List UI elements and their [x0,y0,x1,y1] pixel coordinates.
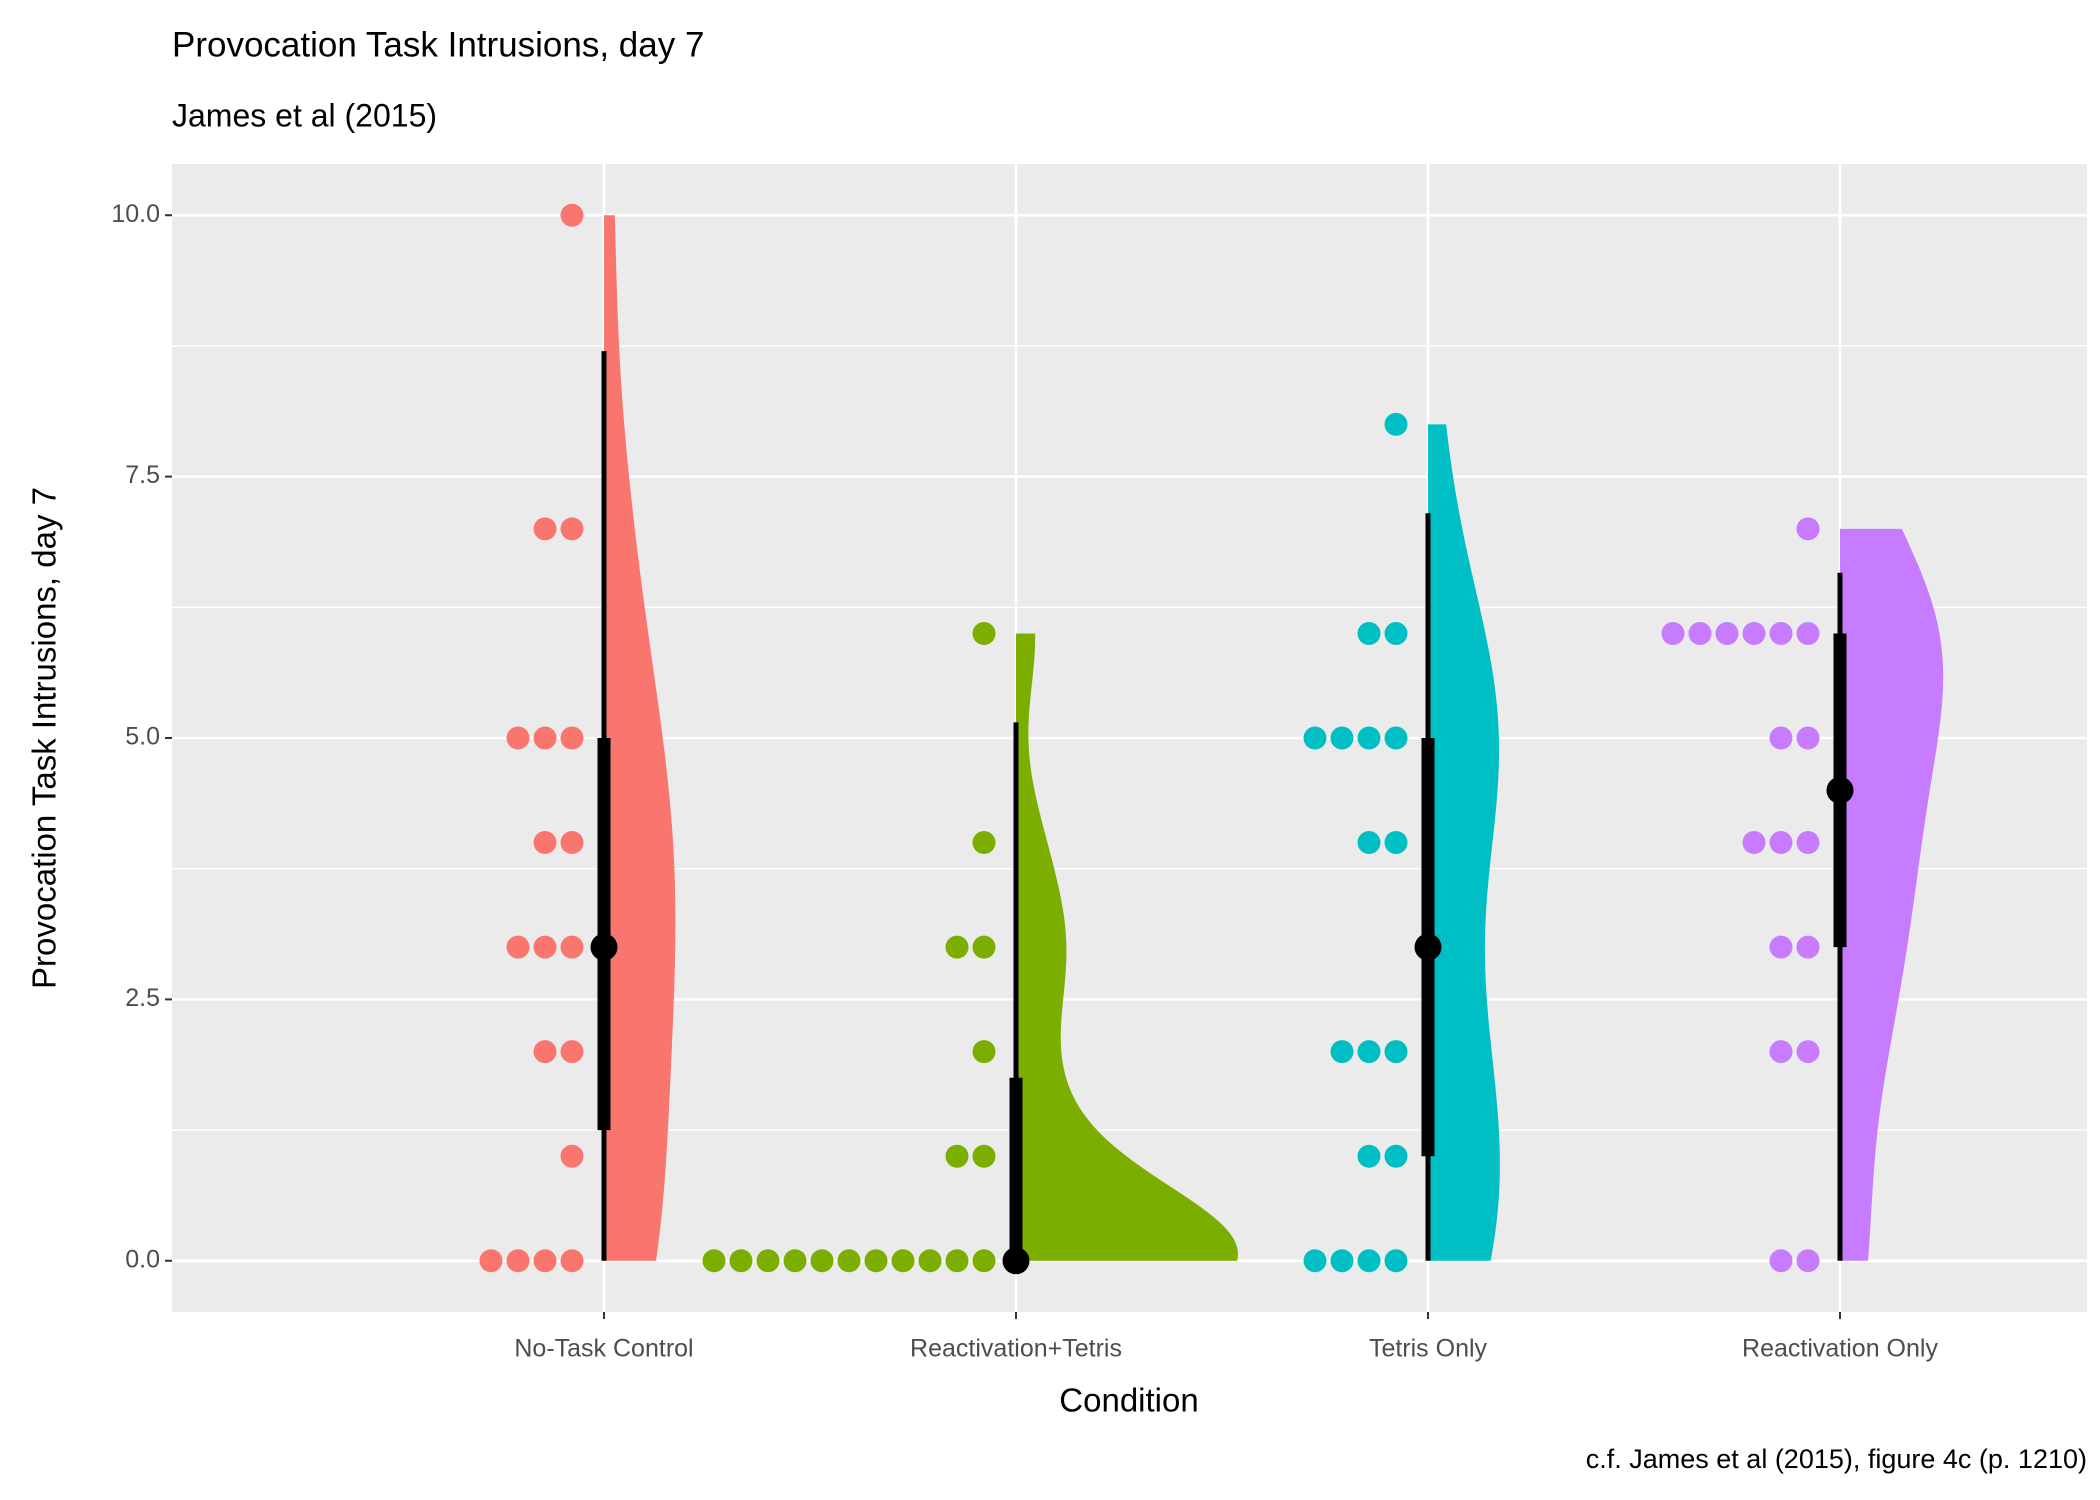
dot [756,1249,780,1273]
half-violin [604,215,676,1261]
dot [1769,1249,1793,1273]
half-violin [1428,424,1500,1261]
dot [479,1249,503,1273]
dot [972,1144,996,1168]
y-axis-title: Provocation Task Intrusions, day 7 [26,487,63,989]
dot [1384,831,1408,855]
dot [1769,726,1793,750]
dot [1384,1144,1408,1168]
dot [1688,621,1712,645]
dot [506,935,530,959]
dot [945,1249,969,1273]
dot [533,1040,557,1064]
dot [972,1249,996,1273]
dot [1384,1040,1408,1064]
x-tick-label: No-Task Control [514,1335,693,1363]
dot [864,1249,888,1273]
dot [1796,1249,1820,1273]
dot [1769,831,1793,855]
dot [560,935,584,959]
dot [1796,621,1820,645]
x-tick-label: Reactivation+Tetris [910,1335,1122,1363]
x-axis-title: Condition [1059,1382,1198,1419]
dot [1357,1144,1381,1168]
dot [1796,517,1820,541]
dot [506,1249,530,1273]
dot [1769,1040,1793,1064]
dot [837,1249,861,1273]
dot [1715,621,1739,645]
dot [1384,621,1408,645]
dot [1796,1040,1820,1064]
x-tick-label: Tetris Only [1369,1335,1488,1363]
dot [1330,726,1354,750]
y-tick-label: 5.0 [125,723,160,751]
dot [1303,726,1327,750]
dot [945,1144,969,1168]
x-tick-label: Reactivation Only [1742,1335,1938,1363]
dot [891,1249,915,1273]
dot [560,726,584,750]
dot [783,1249,807,1273]
dot [533,1249,557,1273]
half-violin [1840,528,1944,1261]
dot [1796,935,1820,959]
dot [1330,1040,1354,1064]
dot [560,517,584,541]
dot [1330,1249,1354,1273]
dot [533,726,557,750]
dot [1742,831,1766,855]
median-point [1826,776,1854,804]
dot [1357,621,1381,645]
median-point [1414,933,1442,961]
dot [533,935,557,959]
dot [1769,935,1793,959]
dot [1357,831,1381,855]
y-tick-label: 10.0 [111,200,160,228]
dot [729,1249,753,1273]
dot [1384,726,1408,750]
y-tick-label: 2.5 [125,984,160,1012]
dot [1357,726,1381,750]
median-point [1002,1247,1030,1275]
dot [972,621,996,645]
dot [972,831,996,855]
dot [1796,726,1820,750]
dot [560,831,584,855]
dot [1384,412,1408,436]
dot [1796,831,1820,855]
dot [918,1249,942,1273]
dot [702,1249,726,1273]
dot [972,1040,996,1064]
dot [1742,621,1766,645]
dot [533,517,557,541]
dot [1769,621,1793,645]
half-violin [1016,633,1238,1261]
dot [1661,621,1685,645]
dot [560,203,584,227]
dot [560,1144,584,1168]
dot [1303,1249,1327,1273]
median-point [590,933,618,961]
dot [1357,1040,1381,1064]
y-tick-label: 0.0 [125,1245,160,1273]
dot [533,831,557,855]
dot [560,1040,584,1064]
chart-subtitle: James et al (2015) [172,97,437,133]
dot [560,1249,584,1273]
dot [1384,1249,1408,1273]
dot [945,935,969,959]
dot [972,935,996,959]
dot [1357,1249,1381,1273]
y-tick-label: 7.5 [125,461,160,489]
dot [810,1249,834,1273]
dot [506,726,530,750]
caption: c.f. James et al (2015), figure 4c (p. 1… [1586,1444,2087,1474]
chart-title: Provocation Task Intrusions, day 7 [172,25,704,64]
